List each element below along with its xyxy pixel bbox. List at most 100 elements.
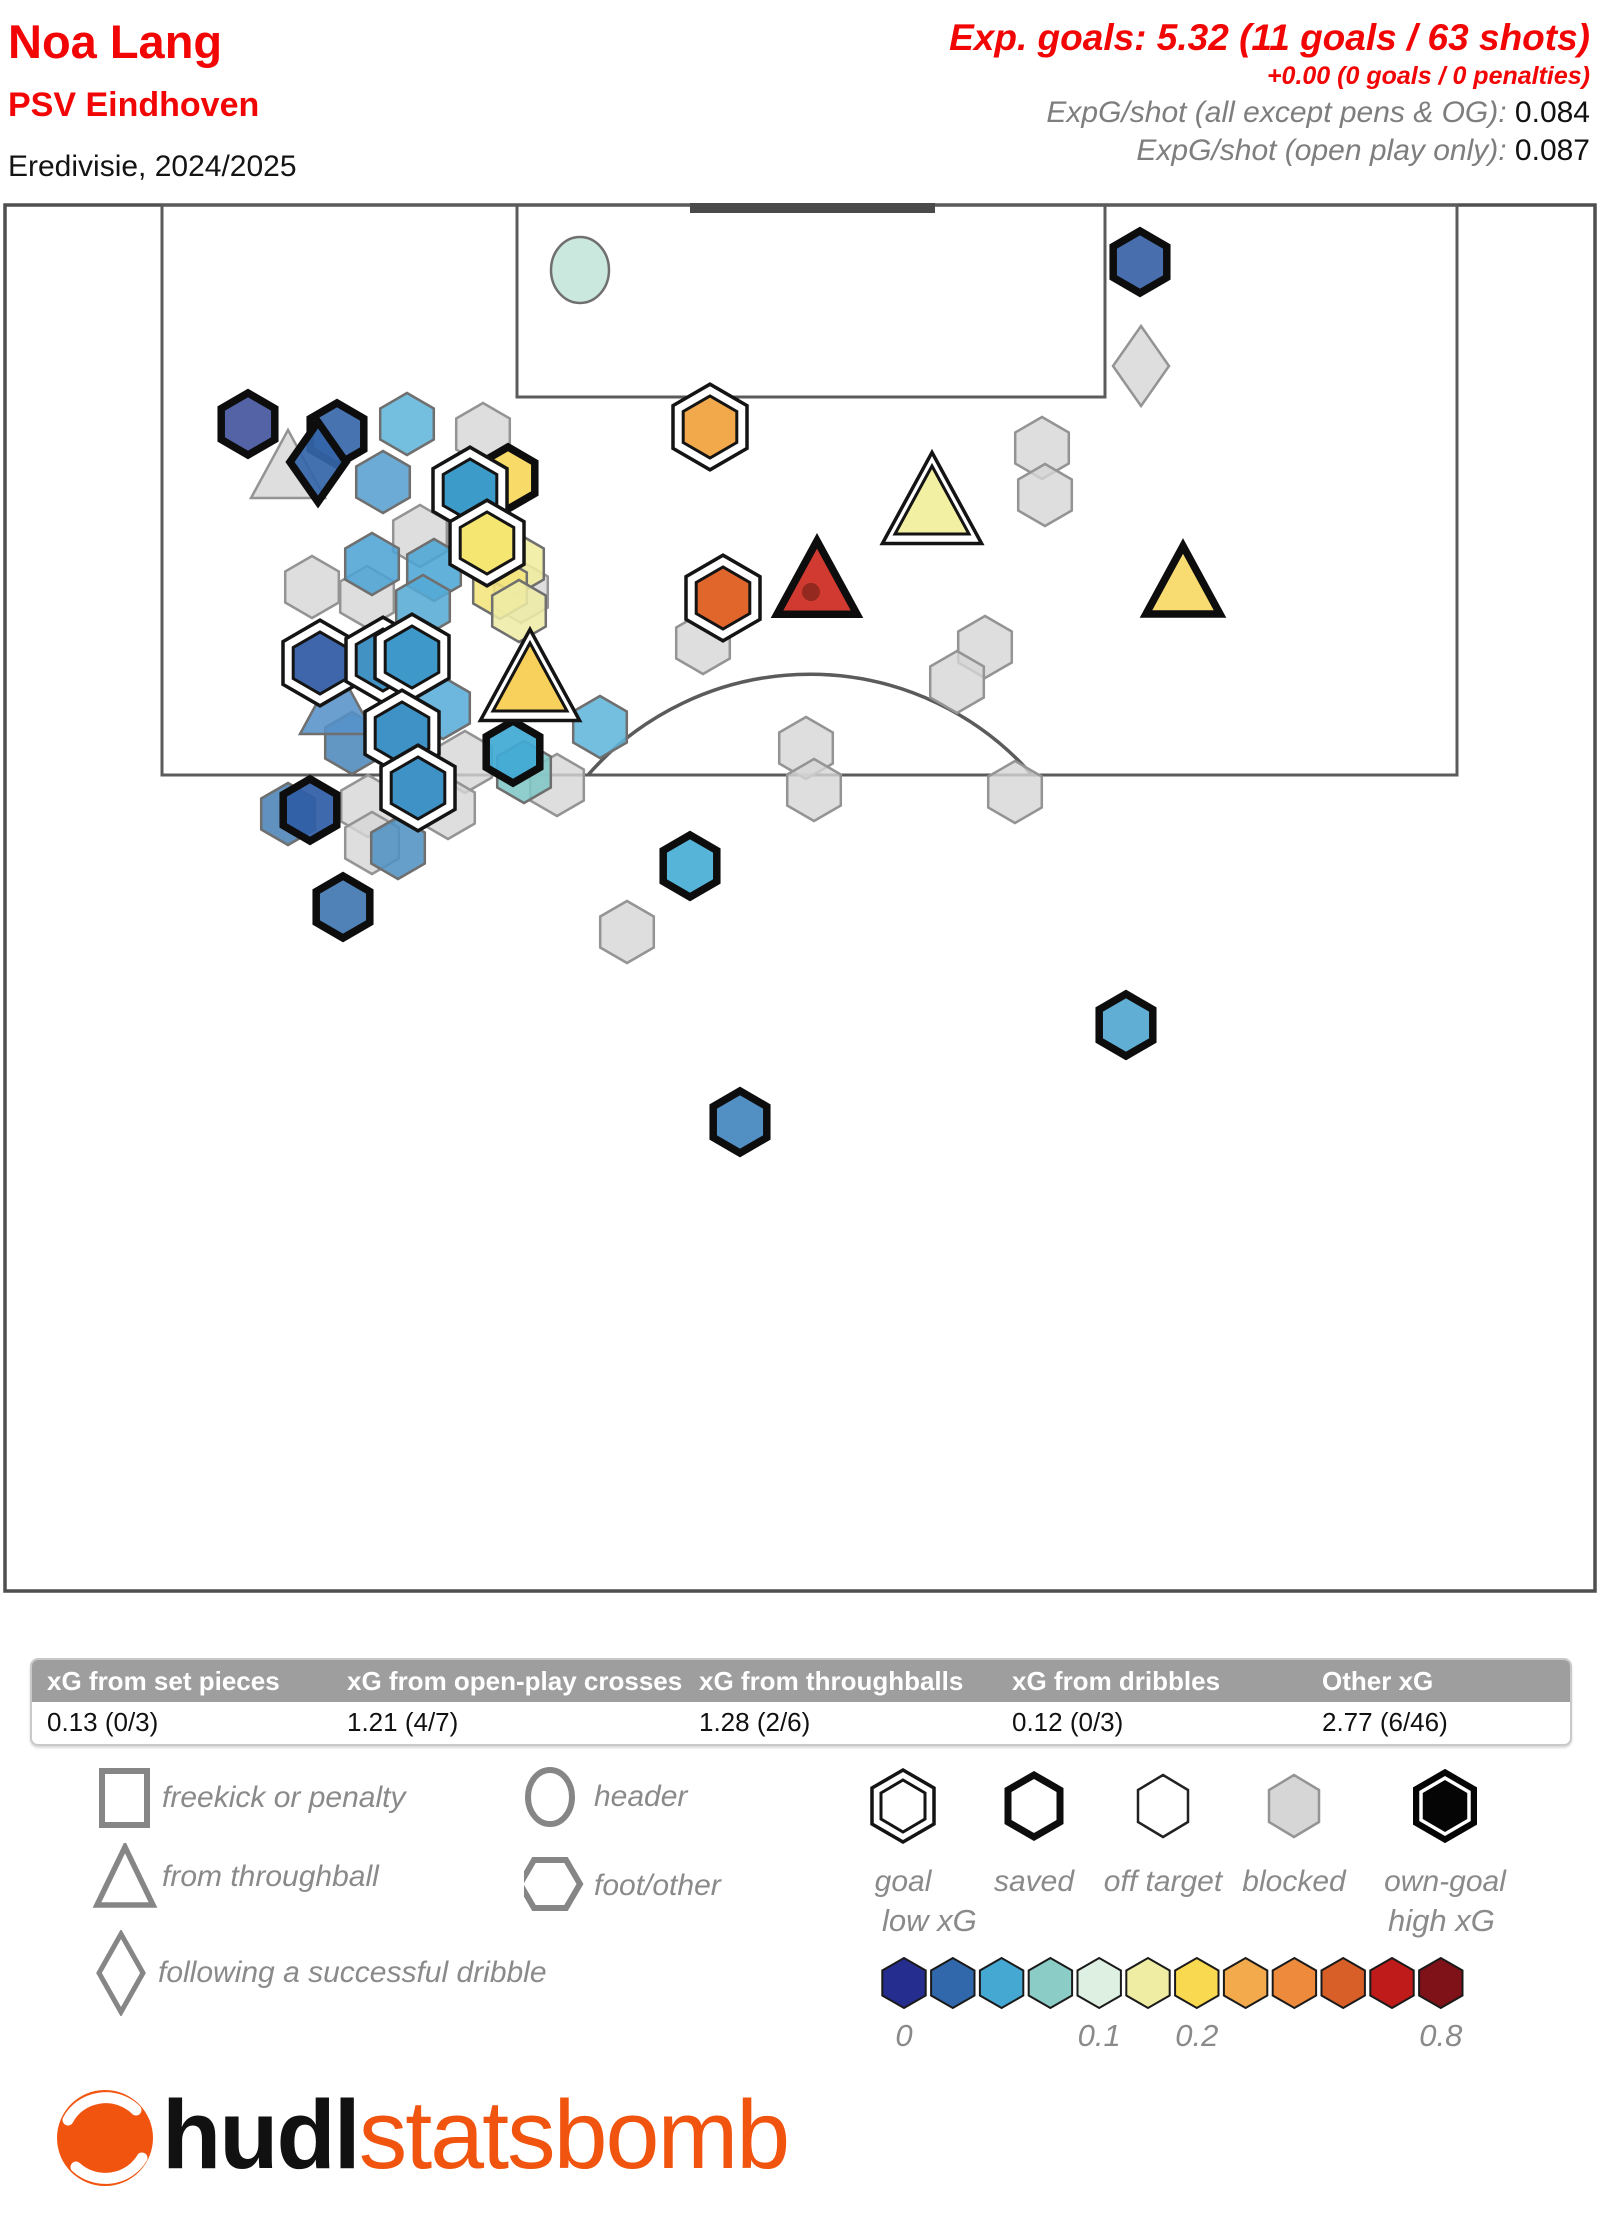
col-other-xg: Other xG [1322, 1665, 1434, 1696]
xg-scale-hex [1125, 1956, 1171, 2010]
legend-throughball-label: from throughball [162, 1860, 379, 1893]
val-set-pieces: 0.13 (0/3) [47, 1706, 159, 1737]
pitch-shot-map [3, 203, 1597, 1593]
penalty-spot [802, 583, 820, 601]
xg-scale-tick: 0.8 [1419, 2018, 1463, 2053]
legend-own-goal: own-goal [1360, 1762, 1530, 1899]
shot-marker [986, 759, 1044, 825]
expg-per-shot-open: ExpG/shot (open play only): 0.087 [590, 132, 1590, 170]
legend-foot-other: foot/other [524, 1850, 721, 1922]
logo-hudl-text: hudl [162, 2080, 361, 2189]
xg-scale-hex [1174, 1956, 1220, 2010]
triangle-icon [92, 1843, 158, 1908]
shot-marker [285, 415, 351, 509]
col-throughballs: xG from throughballs [699, 1665, 964, 1696]
shot-marker [892, 462, 972, 536]
expg-per-shot-open-value: 0.087 [1514, 133, 1590, 167]
shot-marker [1109, 226, 1171, 298]
shot-marker [770, 532, 864, 618]
xg-scale-hex [1076, 1956, 1122, 2010]
shot-marker [312, 871, 374, 943]
expected-goals-summary: Exp. goals: 5.32 (11 goals / 63 shots) [949, 17, 1590, 58]
legend-own-goal-label: own-goal [1384, 1865, 1506, 1898]
legend-saved-label: saved [993, 1865, 1075, 1898]
own-goal-marker-icon [1413, 1768, 1477, 1844]
xg-scale-tick: 0.1 [1078, 2018, 1121, 2053]
low-xg-label: low xG [882, 1903, 977, 1938]
header-stats: Exp. goals: 5.32 (11 goals / 63 shots) +… [590, 16, 1590, 169]
col-set-pieces: xG from set pieces [47, 1665, 280, 1696]
xg-scale-hex [881, 1956, 927, 2010]
xg-scale-hex [1027, 1956, 1074, 2010]
legend-freekick-label: freekick or penalty [162, 1781, 406, 1814]
xg-scale-hex [1320, 1956, 1366, 2010]
legend-blocked-label: blocked [1242, 1865, 1346, 1898]
shot-marker [659, 830, 721, 902]
shot-marker [785, 757, 843, 823]
shot-marker [490, 639, 570, 713]
legend-goal-label: goal [874, 1865, 932, 1898]
xg-scale-hex [978, 1956, 1025, 2010]
legend-blocked: blocked [1209, 1762, 1379, 1899]
legend-header-shot: header [524, 1766, 687, 1828]
shot-marker [1111, 323, 1171, 409]
legend-dribble-label: following a successful dribble [158, 1956, 547, 1989]
shot-marker [343, 531, 401, 597]
xg-breakdown-table: xG from set pieces xG from open-play cro… [30, 1658, 1572, 1746]
blocked-marker-icon [1267, 1773, 1321, 1839]
shot-marker [709, 1086, 771, 1158]
circle-icon [525, 1767, 575, 1827]
expg-per-shot-open-label: ExpG/shot (open play only): [1136, 133, 1515, 167]
shot-marker [681, 394, 739, 460]
legend-off-target: off target [1078, 1762, 1248, 1899]
legend-foot-other-label: foot/other [594, 1869, 721, 1902]
xg-scale-hex [930, 1956, 976, 2010]
shot-marker [598, 899, 656, 965]
col-open-play-crosses: xG from open-play crosses [347, 1665, 683, 1696]
shot-marker [458, 510, 516, 576]
competition-season: Eredivisie, 2024/2025 [8, 150, 297, 183]
xg-scale-tick: 0 [895, 2018, 912, 2053]
hudl-statsbomb-logo: hudlstatsbomb [162, 2086, 790, 2183]
diamond-icon [96, 1930, 146, 2016]
square-icon [99, 1768, 150, 1828]
col-dribbles: xG from dribbles [1012, 1665, 1221, 1696]
table-header-row: xG from set pieces xG from open-play cro… [32, 1660, 1570, 1702]
shot-marker [383, 624, 441, 690]
val-dribbles: 0.12 (0/3) [1012, 1706, 1124, 1737]
shot-marker [283, 554, 341, 620]
shot-marker [354, 449, 412, 515]
xg-scale-hex [1271, 1956, 1318, 2010]
hudl-statsbomb-icon [57, 2090, 153, 2186]
shot-marker [279, 774, 341, 846]
player-name: Noa Lang [8, 15, 223, 68]
shot-marker [549, 235, 611, 305]
saved-marker-icon [1004, 1770, 1064, 1842]
val-other-xg: 2.77 (6/46) [1322, 1706, 1448, 1737]
hexagon-icon [524, 1857, 584, 1911]
xg-color-scale: 0 0.1 0.2 0.8 [881, 1956, 1464, 2053]
legend-off-target-label: off target [1103, 1865, 1223, 1898]
legend-dribble: following a successful dribble [96, 1930, 547, 2016]
legend-saved: saved [949, 1762, 1119, 1899]
shot-marker [378, 391, 436, 457]
val-throughballs: 1.28 (2/6) [699, 1706, 811, 1737]
expg-per-shot-all-label: ExpG/shot (all except pens & OG): [1046, 96, 1515, 130]
shot-marker [217, 388, 279, 460]
shot-marker [369, 815, 427, 881]
expg-per-shot-all: ExpG/shot (all except pens & OG): 0.084 [590, 94, 1590, 132]
shot-marker [1016, 462, 1074, 528]
shot-marker [1095, 989, 1157, 1061]
shot-marker [482, 716, 544, 788]
high-xg-label: high xG [1388, 1903, 1495, 1938]
shot-markers [217, 226, 1227, 1158]
legend-throughball: from throughball [92, 1843, 379, 1911]
xg-scale-hex [1369, 1956, 1415, 2010]
off-target-marker-icon [1136, 1773, 1190, 1839]
logo-statsbomb-text: statsbomb [358, 2080, 790, 2189]
shot-marker [291, 630, 349, 696]
shot-marker [694, 565, 752, 631]
legend-header-shot-label: header [594, 1780, 688, 1813]
shot-marker [389, 755, 447, 821]
